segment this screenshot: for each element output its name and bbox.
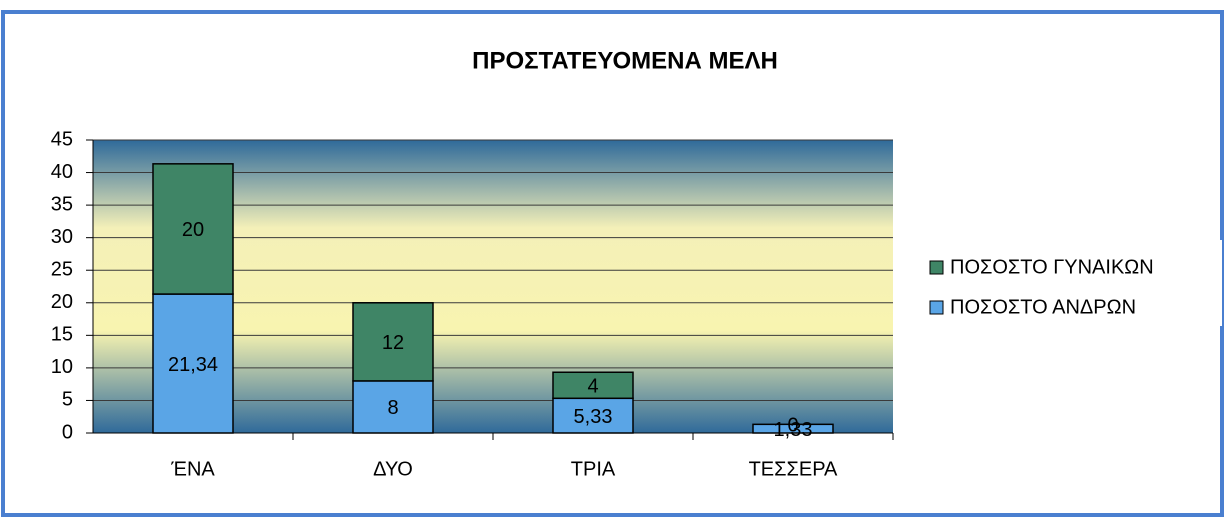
y-tick-label: 40 [51,161,73,183]
chart-title: ΠΡΟΣΤΑΤΕΥΟΜΕΝΑ ΜΕΛΗ [472,47,778,74]
x-tick-label: ΤΕΣΣΕΡΑ [749,458,838,480]
data-label: 5,33 [574,406,613,428]
data-label: 12 [382,332,404,354]
data-label: 8 [387,397,398,419]
y-tick-label: 25 [51,259,73,281]
data-label: 20 [182,219,204,241]
y-tick-label: 30 [51,226,73,248]
legend-swatch [929,300,944,315]
bar-segment [552,371,634,400]
y-tick-label: 20 [51,291,73,313]
y-tick-label: 35 [51,193,73,215]
legend-label: ΠΟΣΟΣΤΟ ΑΝΔΡΩΝ [950,296,1136,318]
legend [920,240,1222,326]
data-label: 1,33 [774,419,813,441]
bar-segment [752,423,834,434]
legend-label: ΠΟΣΟΣΤΟ ΓΥΝΑΙΚΩΝ [950,256,1154,278]
data-label: 4 [587,376,598,398]
x-tick-label: ΈΝΑ [170,458,215,480]
x-tick-label: ΤΡΙΑ [571,458,616,480]
bar-segment [152,293,234,434]
bar-segment [152,163,234,295]
legend-swatch [929,260,944,275]
x-tick-label: ΔΥΟ [373,458,413,480]
bar-segment [552,397,634,434]
y-tick-label: 15 [51,324,73,346]
y-tick-label: 10 [51,356,73,378]
y-tick-label: 45 [51,128,73,150]
data-label: 21,34 [168,354,218,376]
bar-segment [352,302,434,382]
y-tick-label: 5 [62,389,73,411]
y-tick-label: 0 [62,421,73,443]
data-label: 0 [787,415,798,437]
